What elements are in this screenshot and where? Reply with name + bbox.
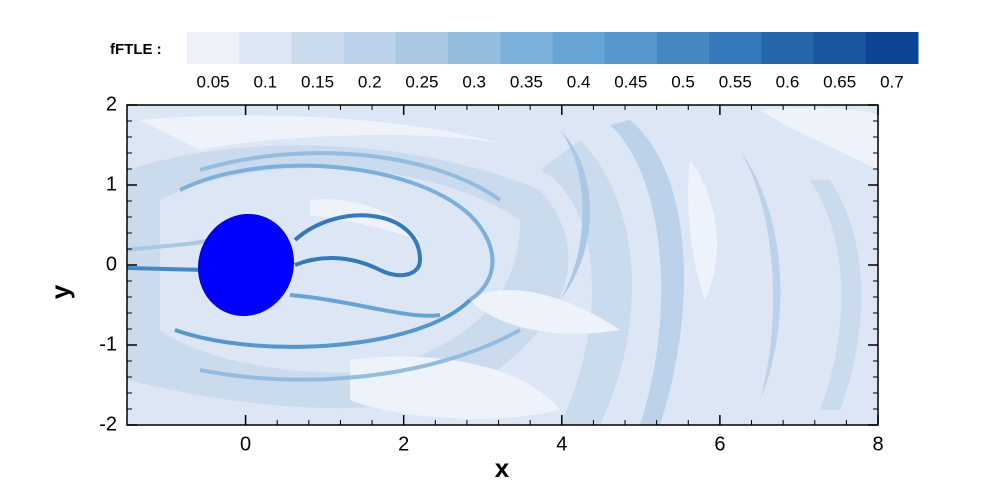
contour-band — [310, 199, 420, 240]
legend-title: fFTLE : — [110, 41, 162, 58]
colorbar-band — [291, 32, 345, 64]
contour-band — [540, 140, 633, 425]
colorbar-label: 0.3 — [462, 72, 486, 91]
colorbar-band — [604, 32, 658, 64]
colorbar-band — [395, 32, 449, 64]
colorbar-label: 0.15 — [301, 72, 334, 91]
colorbar-band — [761, 32, 815, 64]
colorbar-label: 0.5 — [671, 72, 695, 91]
contour-band — [140, 115, 520, 150]
contour-band — [199, 151, 502, 202]
contour-band — [610, 120, 684, 425]
colorbar-label: 0.25 — [405, 72, 438, 91]
x-tick-label: 6 — [714, 433, 725, 455]
contour-band — [289, 293, 441, 318]
contour-band — [810, 180, 862, 410]
colorbar-label: 0.7 — [880, 72, 904, 91]
y-tick-label: 2 — [106, 93, 117, 115]
colorbar-label: 0.35 — [510, 72, 543, 91]
colorbar-band — [656, 32, 710, 64]
colorbar-label: 0.45 — [614, 72, 647, 91]
field — [127, 105, 878, 425]
colorbar-label: 0.05 — [197, 72, 230, 91]
x-tick-label: 8 — [872, 433, 883, 455]
contour-band — [127, 266, 206, 272]
y-tick-label: 1 — [106, 173, 117, 195]
x-tick-label: 0 — [240, 433, 251, 455]
colorbar-band — [709, 32, 762, 64]
x-tick-label: 2 — [398, 433, 409, 455]
colorbar-band — [500, 32, 553, 64]
colorbar-band — [187, 32, 240, 64]
y-axis-label: y — [45, 284, 75, 299]
colorbar-label: 0.65 — [823, 72, 856, 91]
cylinder — [198, 213, 294, 317]
colorbar-band — [343, 32, 397, 64]
y-tick-label: 0 — [106, 253, 117, 275]
contour-band — [174, 298, 472, 349]
colorbar-label: 0.4 — [567, 72, 591, 91]
colorbar-band — [552, 32, 606, 64]
y-tick-label: -2 — [99, 413, 117, 435]
contour-band — [560, 130, 590, 300]
contour-band — [470, 290, 620, 334]
contour-band — [293, 213, 423, 278]
contour-band — [199, 328, 521, 382]
x-axis-label: x — [495, 453, 510, 483]
y-tick-label: -1 — [99, 333, 117, 355]
contour-band — [688, 160, 717, 300]
colorbar-band — [813, 32, 867, 64]
colorbar-label: 0.2 — [358, 72, 382, 91]
colorbar-label: 0.55 — [719, 72, 752, 91]
x-tick-label: 4 — [556, 433, 567, 455]
colorbar-label: 0.1 — [254, 72, 278, 91]
contour-band — [760, 107, 878, 170]
colorbar-band — [448, 32, 501, 64]
colorbar-label: 0.6 — [776, 72, 800, 91]
colorbar-band — [865, 32, 919, 64]
colorbar-band — [239, 32, 292, 64]
contour-band — [127, 238, 211, 252]
contour-band — [179, 163, 495, 302]
